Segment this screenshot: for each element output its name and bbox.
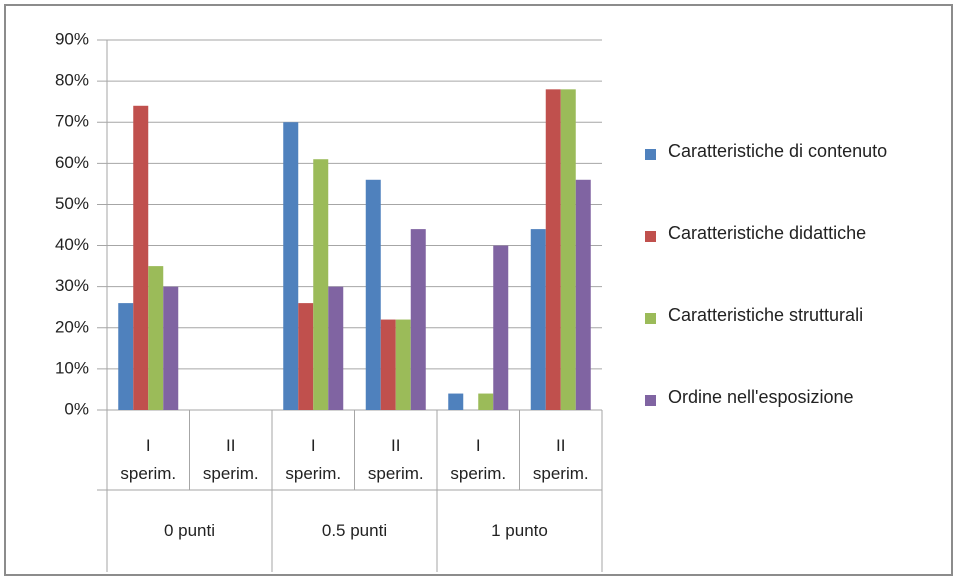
- bar: [380, 319, 396, 410]
- legend-label: Caratteristiche di contenuto: [668, 141, 888, 161]
- x-tick-label-box: II sperim.: [190, 432, 273, 488]
- x-tick-label: I sperim.: [450, 436, 507, 483]
- x-tick-label: I sperim.: [120, 436, 177, 483]
- legend-swatch: [645, 313, 656, 324]
- y-tick-label: 50%: [55, 194, 89, 213]
- legend: Caratteristiche di contenuto Caratteristi…: [645, 140, 945, 468]
- y-tick-label: 10%: [55, 358, 89, 377]
- bar: [478, 393, 494, 410]
- legend-swatch: [645, 231, 656, 242]
- x-tick-label-box: I sperim.: [437, 432, 520, 488]
- group-label: 0.5 punti: [321, 521, 388, 540]
- bar: [163, 286, 179, 410]
- x-tick-label-box: I sperim.: [272, 432, 355, 488]
- x-tick-label: II sperim.: [202, 436, 259, 483]
- legend-label: Ordine nell'esposizione: [668, 387, 854, 407]
- bar: [328, 286, 344, 410]
- group-label: 0 punti: [163, 521, 216, 540]
- bar: [560, 89, 576, 410]
- bar: [133, 105, 149, 411]
- y-tick-label: 80%: [55, 71, 89, 90]
- y-tick-label: 60%: [55, 153, 89, 172]
- x-tick-label: I sperim.: [285, 436, 342, 483]
- bar: [448, 393, 464, 410]
- bar: [298, 303, 314, 410]
- legend-item: Ordine nell'esposizione: [645, 386, 945, 468]
- y-tick-label: 0%: [64, 399, 89, 418]
- y-tick-label: 70%: [55, 112, 89, 131]
- legend-item: Caratteristiche didattiche: [645, 222, 945, 304]
- y-tick-label: 40%: [55, 235, 89, 254]
- bar: [148, 266, 164, 410]
- legend-swatch: [645, 149, 656, 160]
- bar: [283, 122, 299, 410]
- x-tick-label: II sperim.: [367, 436, 424, 483]
- bar: [530, 229, 546, 410]
- frame: [4, 4, 953, 576]
- group-label: 1 punto: [491, 521, 548, 540]
- bar: [575, 179, 591, 410]
- bar: [365, 179, 381, 410]
- x-tick-label: II sperim.: [532, 436, 589, 483]
- x-tick-label-box: II sperim.: [520, 432, 603, 488]
- bar: [313, 159, 329, 410]
- legend-swatch: [645, 395, 656, 406]
- y-tick-label: 30%: [55, 276, 89, 295]
- x-tick-label-box: II sperim.: [355, 432, 438, 488]
- x-tick-label-box: I sperim.: [107, 432, 190, 488]
- legend-item: Caratteristiche di contenuto: [645, 140, 945, 222]
- y-tick-label: 90%: [55, 29, 89, 48]
- bar: [410, 229, 426, 410]
- legend-label: Caratteristiche didattiche: [668, 223, 867, 243]
- bar: [545, 89, 561, 410]
- legend-item: Caratteristiche strutturali: [645, 304, 945, 386]
- bar: [118, 303, 134, 410]
- y-tick-label: 20%: [55, 317, 89, 336]
- bar: [395, 319, 411, 410]
- bar: [493, 245, 509, 410]
- legend-label: Caratteristiche strutturali: [668, 305, 864, 325]
